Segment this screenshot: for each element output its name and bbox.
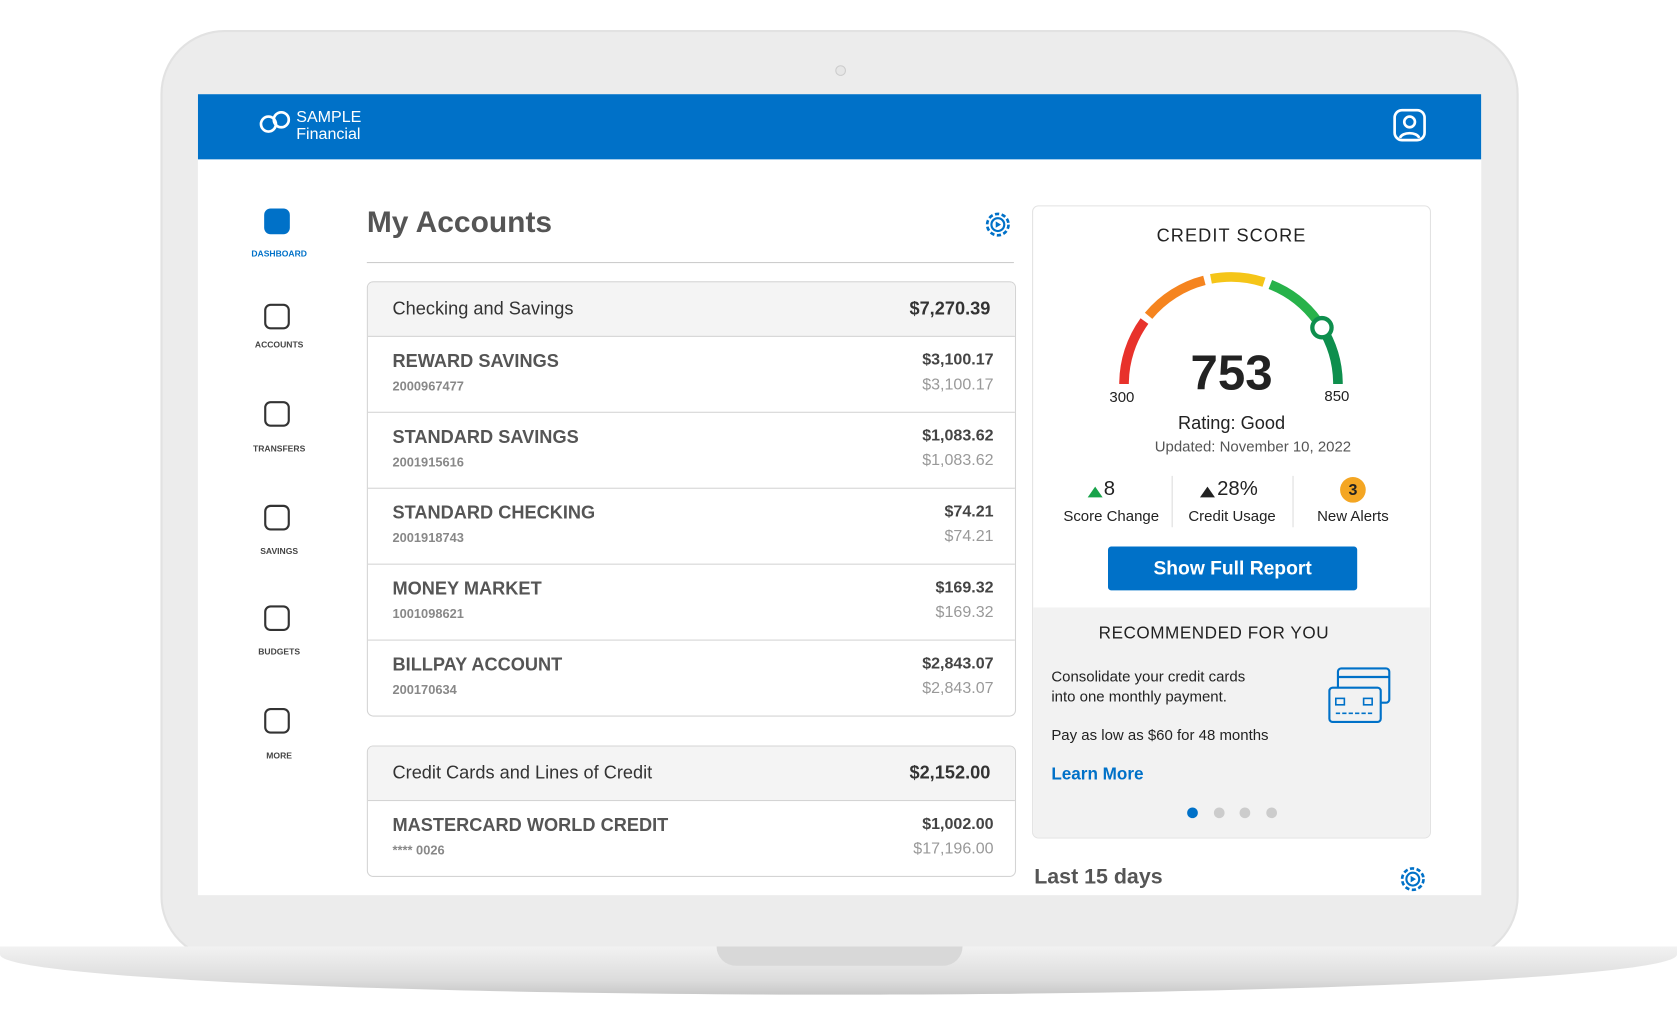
score-min: 300 xyxy=(1109,388,1135,406)
account-name: MASTERCARD WORLD CREDIT xyxy=(392,814,669,836)
nav-icon[interactable] xyxy=(264,708,290,734)
recommended-text: Consolidate your credit cards xyxy=(1051,667,1246,685)
recommended-text: into one monthly payment. xyxy=(1051,687,1227,705)
recommended: RECOMMENDED FOR YOU Consolidate your cre… xyxy=(1033,607,1430,838)
nav-label: TRANSFERS xyxy=(252,443,306,454)
account-balance: $74.21 xyxy=(944,502,994,521)
laptop-notch xyxy=(716,946,963,966)
stat-value: 8 xyxy=(1103,478,1116,501)
group-total: $7,270.39 xyxy=(909,298,991,319)
account-row[interactable]: REWARD SAVINGS 2000967477 $3,100.17 $3,100.… xyxy=(367,337,1015,413)
account-number: 2001918743 xyxy=(392,530,464,546)
group-header: Checking and Savings $7,270.39 xyxy=(367,282,1015,337)
account-name: REWARD SAVINGS xyxy=(392,350,559,372)
group-name: Credit Cards and Lines of Credit xyxy=(392,762,653,783)
logo-icon xyxy=(259,110,291,133)
stat-value: 28% xyxy=(1217,478,1258,501)
recommended-title: RECOMMENDED FOR YOU xyxy=(1098,624,1330,643)
nav-label: BUDGETS xyxy=(258,647,301,657)
account-number: 2000967477 xyxy=(392,378,464,394)
recent-title: Last 15 days xyxy=(1034,865,1163,889)
account-row[interactable]: MASTERCARD WORLD CREDIT **** 0026 $1,002.0… xyxy=(368,801,1015,876)
nav-icon[interactable] xyxy=(264,401,290,427)
account-available: $2,843.07 xyxy=(922,679,994,698)
group-header: Credit Cards and Lines of Credit $2,152.0… xyxy=(367,746,1015,802)
account-group: Checking and Savings $7,270.39 REWARD SAVI… xyxy=(366,281,1017,717)
account-number: 1001098621 xyxy=(392,606,464,622)
alert-count: 3 xyxy=(1348,481,1358,500)
brand-line2: Financial xyxy=(296,125,361,144)
updated: Updated: November 10, 2022 xyxy=(1154,437,1352,455)
score-marker xyxy=(1310,315,1334,340)
nav-icon[interactable] xyxy=(264,208,290,235)
gauge-segment xyxy=(1144,275,1206,319)
credit-panel: CREDIT SCORE 753 300 850 Rating: Good Up… xyxy=(1032,205,1431,839)
nav-label: MORE xyxy=(266,750,292,761)
accounts-settings[interactable] xyxy=(984,211,1012,239)
group-name: Checking and Savings xyxy=(392,298,574,319)
gauge-segment xyxy=(1210,272,1266,287)
profile-button[interactable] xyxy=(1392,108,1426,142)
nav-label: DASHBOARD xyxy=(251,249,307,259)
top-bar: SAMPLE Financial xyxy=(197,94,1482,160)
stat-label: New Alerts xyxy=(1317,506,1389,525)
screen: SAMPLE Financial DASHBOARD ACCOUNTS TRANSF… xyxy=(197,94,1482,896)
account-available: $169.32 xyxy=(935,603,994,622)
nav-label: SAVINGS xyxy=(260,546,299,557)
account-available: $17,196.00 xyxy=(913,839,994,858)
account-number: **** 0026 xyxy=(392,842,445,858)
stat-label: Credit Usage xyxy=(1188,506,1276,525)
rating: Rating: Good xyxy=(1177,412,1286,434)
camera xyxy=(835,65,846,76)
account-available: $74.21 xyxy=(944,527,994,546)
account-available: $1,083.62 xyxy=(922,451,994,470)
stat-label: Score Change xyxy=(1063,506,1160,525)
nav-icon[interactable] xyxy=(264,605,290,632)
carousel-dots[interactable] xyxy=(1183,805,1279,820)
nav-label: ACCOUNTS xyxy=(254,340,304,350)
gauge xyxy=(1119,272,1343,385)
group-total: $2,152.00 xyxy=(909,762,991,783)
gauge-segment xyxy=(1119,318,1149,385)
show-report-button[interactable]: Show Full Report xyxy=(1108,546,1358,591)
account-balance: $3,100.17 xyxy=(922,350,994,369)
learn-more-link[interactable]: Learn More xyxy=(1051,765,1144,784)
account-balance: $1,083.62 xyxy=(922,426,994,445)
account-row[interactable]: STANDARD CHECKING 2001918743 $74.21 $74.21 xyxy=(367,489,1015,565)
account-name: STANDARD SAVINGS xyxy=(392,426,579,448)
card-icon xyxy=(1328,667,1391,723)
account-balance: $1,002.00 xyxy=(922,814,994,834)
account-name: BILLPAY ACCOUNT xyxy=(392,654,563,675)
brand-line1: SAMPLE xyxy=(296,108,362,127)
account-balance: $2,843.07 xyxy=(922,654,994,673)
gauge-segment xyxy=(1268,280,1322,325)
recommended-text: Pay as low as $60 for 48 months xyxy=(1051,726,1269,744)
account-number: 200170634 xyxy=(392,682,457,698)
accounts-title: My Accounts xyxy=(366,205,553,239)
nav-icon[interactable] xyxy=(264,504,290,531)
account-name: STANDARD CHECKING xyxy=(392,502,596,523)
recent-settings[interactable] xyxy=(1399,865,1427,893)
account-available: $3,100.17 xyxy=(922,375,994,394)
account-row[interactable]: BILLPAY ACCOUNT 200170634 $2,843.07 $2,843.… xyxy=(368,641,1015,716)
account-name: MONEY MARKET xyxy=(392,578,542,599)
account-row[interactable]: STANDARD SAVINGS 2001915616 $1,083.62 $1,08… xyxy=(367,413,1015,489)
score: 753 xyxy=(1190,344,1273,400)
account-row[interactable]: MONEY MARKET 1001098621 $169.32 $169.32 xyxy=(367,565,1015,641)
account-number: 2001915616 xyxy=(392,454,464,470)
stat-decor xyxy=(1087,475,1366,528)
account-balance: $169.32 xyxy=(935,578,994,597)
credit-title: CREDIT SCORE xyxy=(1156,225,1307,246)
nav-icon[interactable] xyxy=(264,303,290,330)
divider xyxy=(366,262,1014,264)
score-max: 850 xyxy=(1324,387,1350,405)
account-group: Credit Cards and Lines of Credit $2,152.0… xyxy=(366,745,1017,877)
